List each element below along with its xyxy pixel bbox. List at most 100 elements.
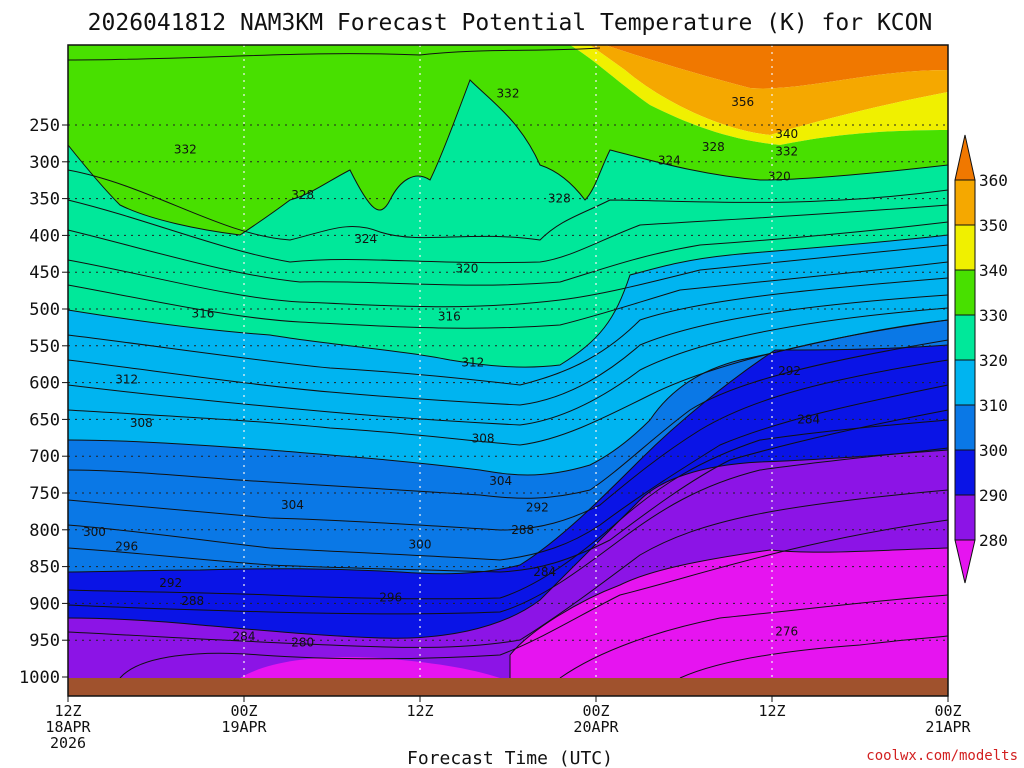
- y-tick-label: 650: [29, 410, 60, 430]
- contour-label: 284: [533, 565, 556, 579]
- credit-text: coolwx.com/modelts: [866, 748, 1018, 764]
- colorbar-under-arrow: [954, 539, 976, 584]
- x-tick-label: 19APR: [221, 718, 267, 736]
- colorbar-bin-290: [954, 449, 976, 496]
- y-tick-label: 600: [29, 374, 60, 394]
- time-gridlines: [243, 45, 773, 678]
- band-below-280: [510, 548, 948, 678]
- x-tick-label: 21APR: [925, 718, 971, 736]
- contour-label: 324: [658, 153, 681, 167]
- y-tick-label: 800: [29, 521, 60, 541]
- x-tick-label: 20APR: [573, 718, 619, 736]
- contour-label: 316: [191, 306, 214, 320]
- y-tick-label: 750: [29, 484, 60, 504]
- contour-label: 320: [768, 170, 791, 184]
- contour-label: 288: [181, 594, 204, 608]
- contour-label: 304: [281, 498, 304, 512]
- x-axis-title: Forecast Time (UTC): [407, 748, 613, 768]
- ground-strip: [68, 678, 948, 696]
- contour-label: 312: [461, 356, 484, 370]
- contour-label: 300: [83, 525, 106, 539]
- contour-label: 308: [130, 416, 153, 430]
- contour-label: 356: [731, 95, 754, 109]
- contour-label: 280: [291, 635, 314, 649]
- x-tick-label: 18APR: [45, 718, 91, 736]
- contour-label: 276: [775, 624, 798, 638]
- band-356: [605, 45, 948, 89]
- y-tick-label: 350: [29, 190, 60, 210]
- x-tick-label: 00Z: [230, 702, 257, 720]
- x-tick-label: 12Z: [758, 702, 785, 720]
- contour-lines: [67, 47, 949, 679]
- colorbar-label: 320: [979, 351, 1008, 370]
- x-tick-label: 12Z: [54, 702, 81, 720]
- contour-label: 292: [526, 501, 549, 515]
- colorbar-bin-280: [954, 494, 976, 541]
- colorbar-label: 330: [979, 306, 1008, 325]
- contour-label: 284: [797, 412, 820, 426]
- colorbar: 360 350 340 330 320 310 300 290 280: [954, 134, 1008, 584]
- colorbar-bin-320: [954, 314, 976, 361]
- colorbar-label: 280: [979, 531, 1008, 550]
- y-tick-label: 950: [29, 631, 60, 651]
- band-290: [68, 345, 948, 639]
- y-tick-label: 400: [29, 226, 60, 246]
- contour-label: 296: [115, 540, 138, 554]
- band-280: [68, 450, 948, 678]
- contour-label: 284: [233, 630, 256, 644]
- contour-label: 292: [778, 364, 801, 378]
- band-340: [570, 45, 948, 145]
- y-axis: 250 300 350 400 450 500 550 600 650 700 750 800 850 9…: [19, 116, 68, 688]
- y-tick-label: 900: [29, 594, 60, 614]
- band-350: [590, 45, 948, 135]
- colorbar-label: 300: [979, 441, 1008, 460]
- x-tick-label: 12Z: [406, 702, 433, 720]
- contour-label: 328: [702, 140, 725, 154]
- contour-label: 332: [174, 142, 197, 156]
- contour-label: 340: [775, 127, 798, 141]
- contour-labels: 332 356 340 332 328 332 324 320 328 328 324 320 316 3…: [83, 86, 820, 649]
- colorbar-bin-330: [954, 269, 976, 316]
- colorbar-bin-300: [954, 404, 976, 451]
- y-tick-label: 850: [29, 558, 60, 578]
- contour-label: 332: [775, 144, 798, 158]
- contour-label: 328: [291, 188, 314, 202]
- contour-label: 320: [455, 262, 478, 276]
- contour-label: 304: [489, 474, 512, 488]
- contour-label: 312: [115, 373, 138, 387]
- y-tick-label: 250: [29, 116, 60, 136]
- x-tick-label: 2026: [50, 734, 86, 752]
- plot-area: [67, 44, 949, 697]
- colorbar-bin-340: [954, 224, 976, 271]
- colorbar-label: 340: [979, 261, 1008, 280]
- y-tick-label: 700: [29, 447, 60, 467]
- contour-label: 316: [438, 309, 461, 323]
- x-tick-label: 00Z: [582, 702, 609, 720]
- y-tick-label: 500: [29, 300, 60, 320]
- band-below-280-left: [240, 657, 500, 678]
- contour-label: 308: [472, 432, 495, 446]
- contour-label: 324: [354, 232, 377, 246]
- x-tick-label: 00Z: [934, 702, 961, 720]
- y-tick-label: 1000: [19, 668, 60, 688]
- plot-frame: [67, 44, 949, 697]
- contour-label: 292: [159, 576, 182, 590]
- y-tick-label: 450: [29, 263, 60, 283]
- contour-label: 328: [548, 192, 571, 206]
- y-tick-label: 300: [29, 153, 60, 173]
- colorbar-label: 350: [979, 216, 1008, 235]
- colorbar-label: 290: [979, 486, 1008, 505]
- band-310: [68, 235, 948, 475]
- colorbar-bin-310: [954, 359, 976, 406]
- band-330: [68, 45, 948, 235]
- colorbar-label: 310: [979, 396, 1008, 415]
- contour-label: 288: [511, 523, 534, 537]
- chart-title: 2026041812 NAM3KM Forecast Potential Tem…: [88, 10, 933, 36]
- contour-label: 332: [497, 86, 520, 100]
- contour-label: 296: [379, 591, 402, 605]
- colorbar-bin-350: [954, 179, 976, 226]
- colorbar-label: 360: [979, 171, 1008, 190]
- contour-label: 300: [409, 538, 432, 552]
